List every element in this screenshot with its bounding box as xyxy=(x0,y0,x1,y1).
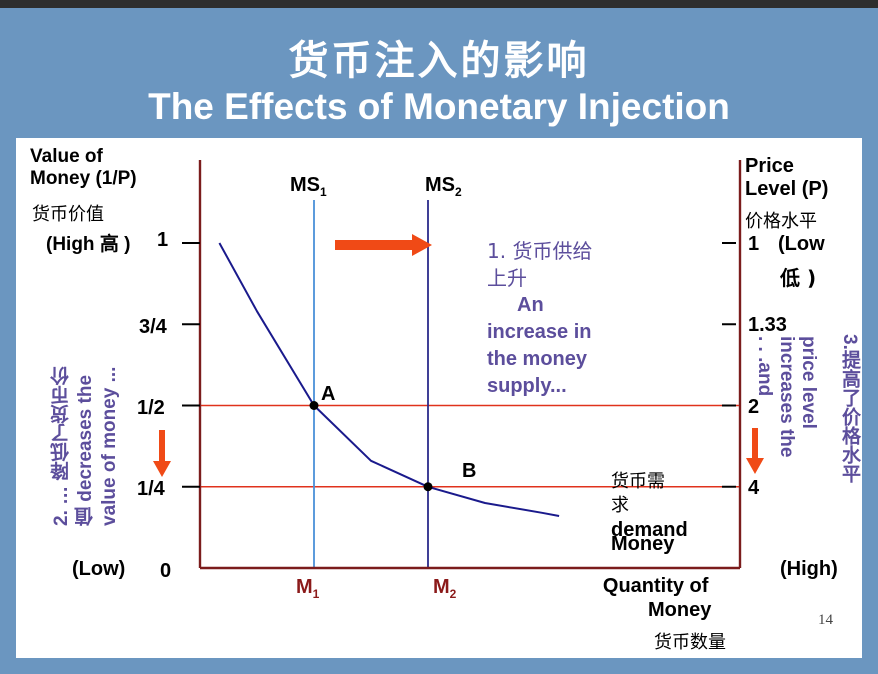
right-axis-label-cn: 价格水平 xyxy=(745,211,817,232)
right-frame xyxy=(862,138,878,660)
supply-lines xyxy=(313,200,429,568)
left-frame xyxy=(0,138,16,660)
p-tick-label-4: 4 xyxy=(748,477,760,499)
p-tick-label-1: 1 xyxy=(748,233,760,255)
left-axis-label: Value of Money (1/P) xyxy=(30,146,137,189)
point-a xyxy=(309,401,319,410)
demand-label-en: demand Money xyxy=(611,519,688,555)
point-b xyxy=(423,482,433,492)
tick-marks xyxy=(182,242,736,488)
shift-right-arrow xyxy=(335,234,432,256)
high-label-left: (High 高 ) xyxy=(46,234,131,255)
low-label-right-cn: 低 ) xyxy=(780,266,817,290)
demand-curve-group xyxy=(218,242,560,517)
demand-curve xyxy=(218,242,560,517)
annotation-step3-en: price level increases the . . .and xyxy=(754,336,819,458)
x-axis-label: Quantity of Money xyxy=(602,575,712,621)
bottom-frame xyxy=(0,658,878,674)
slide-title-en: The Effects of Monetary Injection xyxy=(148,86,730,127)
axes xyxy=(198,160,742,570)
low-label-left: (Low) xyxy=(72,558,126,580)
arrows xyxy=(153,234,764,477)
slide-header: 货币注入的影响 The Effects of Monetary Injectio… xyxy=(0,8,878,138)
low-label-right: (Low xyxy=(778,233,825,255)
page-number: 14 xyxy=(818,612,833,628)
p-tick-label-2: 2 xyxy=(748,396,760,418)
x-axis-label-cn: 货币数量 xyxy=(654,632,726,653)
point-b-label: B xyxy=(462,460,477,482)
y-tick-label-3-4: 3/4 xyxy=(139,316,167,338)
y-tick-label-1-4: 1/4 xyxy=(137,478,165,500)
ms1-label: MS1 xyxy=(290,174,327,199)
value-down-arrow xyxy=(153,430,171,477)
x-tick-label-m1: M1 xyxy=(296,576,320,601)
y-tick-label-0: 0 xyxy=(160,560,172,582)
high-label-right: (High) xyxy=(780,558,838,580)
price-up-arrow xyxy=(746,428,764,474)
y-tick-label-1-2: 1/2 xyxy=(137,397,165,419)
p-tick-label-133: 1.33 xyxy=(748,314,787,336)
annotation-step3-cn: 3.提高了价格水平 xyxy=(839,334,860,483)
x-tick-label-m2: M2 xyxy=(433,576,457,601)
slide-title-cn: 货币注入的影响 xyxy=(288,38,590,84)
right-axis-label: Price Level (P) xyxy=(745,155,829,200)
point-a-label: A xyxy=(321,383,336,405)
ms2-label: MS2 xyxy=(425,174,462,199)
annotation-step1: 1. 货币供给 上升 An increase in the money supp… xyxy=(487,239,593,397)
left-axis-label-cn: 货币价值 xyxy=(32,204,104,225)
guidelines xyxy=(200,404,740,488)
y-tick-label-1: 1 xyxy=(157,229,169,251)
equilibrium-points xyxy=(309,401,433,492)
annotation-step2: 2. … 降低了货币价 值 decreases the value of mon… xyxy=(51,366,120,526)
top-strip xyxy=(0,0,878,8)
demand-label-cn: 货币需 求 xyxy=(611,471,665,516)
